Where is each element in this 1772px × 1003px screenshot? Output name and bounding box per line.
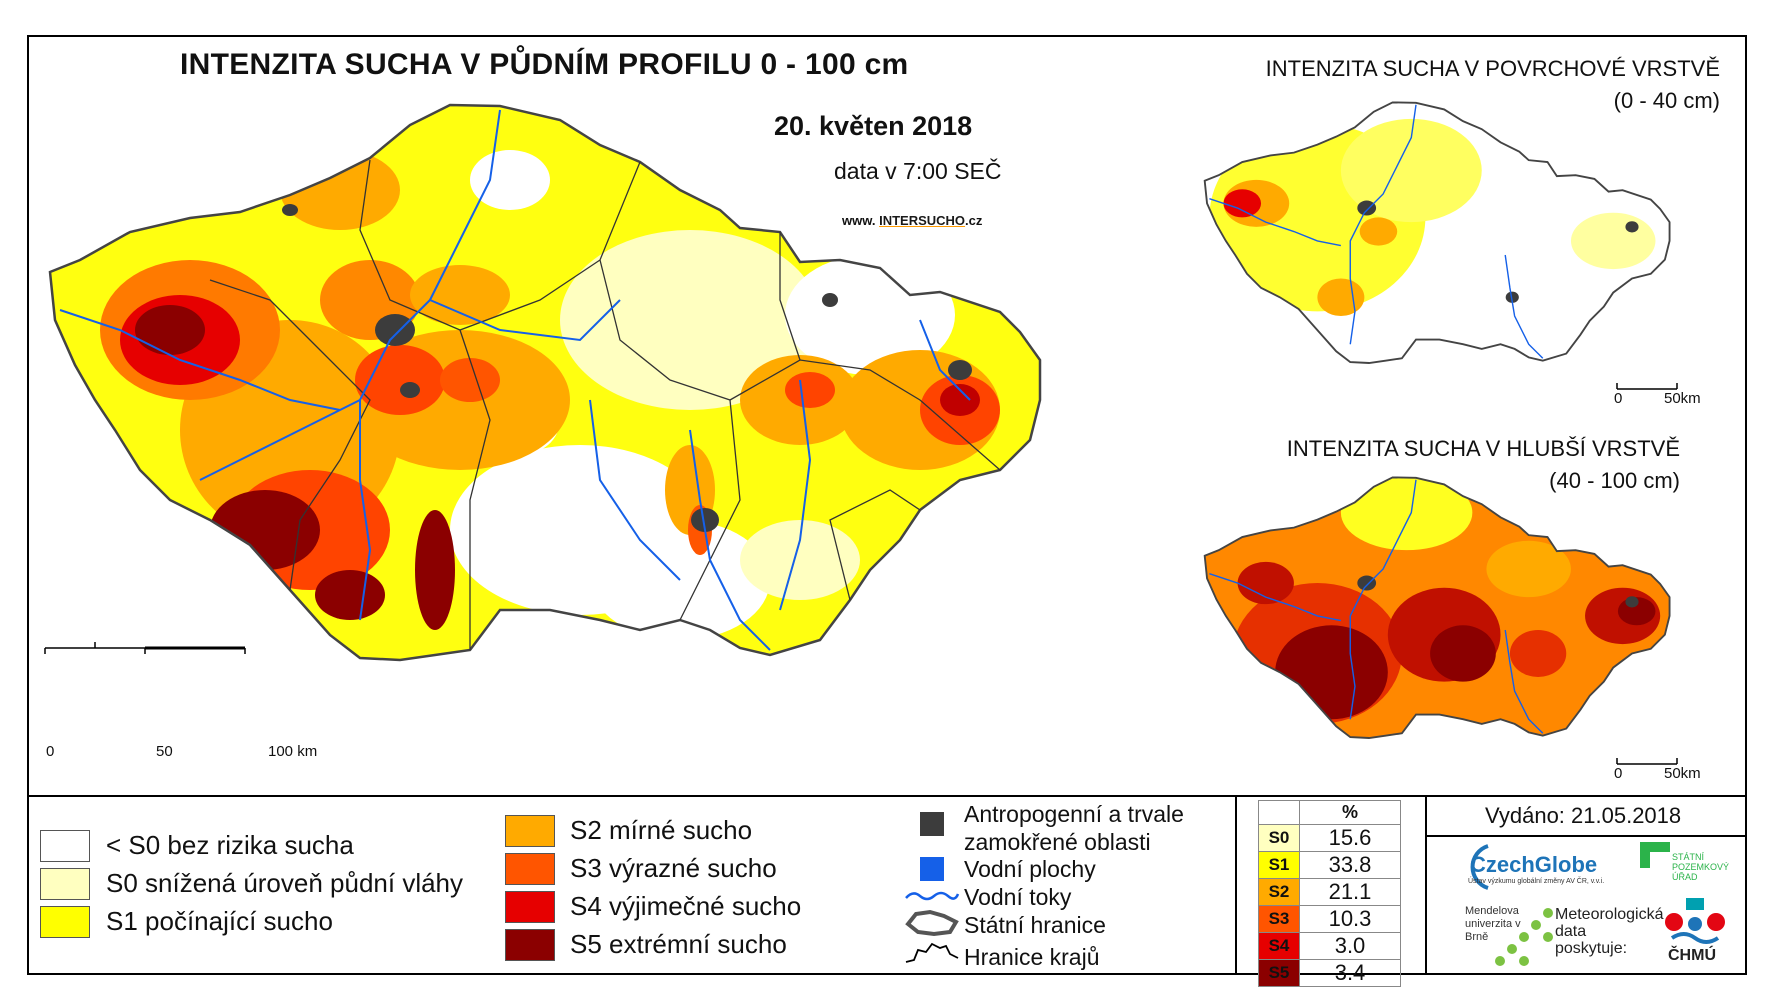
legend-divider xyxy=(27,795,1747,797)
spu-logo-text: STÁTNÍ POZEMKOVÝ ÚŘAD xyxy=(1672,852,1730,882)
chmu-logo-text: ČHMÚ xyxy=(1668,947,1716,964)
legend-label-s4: S4 výjimečné sucho xyxy=(570,891,802,921)
main-scale-label-100: 100 km xyxy=(268,743,318,760)
stats-class-s1: S1 xyxy=(1258,851,1300,879)
legend-label-below-s0: < S0 bez rizika sucha xyxy=(106,830,354,860)
stats-class-s2: S2 xyxy=(1258,878,1300,906)
legend-label-rivers: Vodní toky xyxy=(964,884,1072,910)
stats-class-s3: S3 xyxy=(1258,905,1300,933)
stats-header-empty xyxy=(1258,800,1300,825)
main-scale-label-0: 0 xyxy=(46,743,55,760)
inset-deep-scale-bar xyxy=(1616,758,1678,765)
state-border-icon xyxy=(905,909,959,937)
legend-label-s3: S3 výrazné sucho xyxy=(570,853,777,883)
inset-deep-scale-0: 0 xyxy=(1614,765,1623,782)
region-border-icon xyxy=(905,942,959,963)
czechglobe-logo-subtitle: Ústav výzkumu globální změny AV ČR, v.v.… xyxy=(1468,878,1605,885)
legend-swatch-below-s0 xyxy=(40,830,90,862)
main-scale-label-50: 50 xyxy=(156,743,173,760)
chmu-logo-icon xyxy=(1665,898,1725,944)
stats-value-s3: 10.3 xyxy=(1299,905,1401,933)
stats-header-row: % xyxy=(1258,800,1401,825)
url-brand: INTERSUCHO xyxy=(879,213,966,228)
stats-row-s0: S0 15.6 xyxy=(1258,824,1401,852)
inset-surface-map xyxy=(1203,101,1671,364)
legend-swatch-s0 xyxy=(40,868,90,900)
legend-swatch-s5 xyxy=(505,929,555,961)
inset-surface-scale-bar xyxy=(1616,383,1678,390)
stats-row-s3: S3 10.3 xyxy=(1258,905,1401,933)
river-line-icon xyxy=(905,891,960,901)
legend-label-water-bodies: Vodní plochy xyxy=(964,856,1096,882)
square-dark-icon xyxy=(920,812,944,836)
stats-class-s4: S4 xyxy=(1258,932,1300,960)
square-blue-icon xyxy=(920,857,944,881)
legend-label-s5: S5 extrémní sucho xyxy=(570,929,787,959)
legend-label-s2: S2 mírné sucho xyxy=(570,815,753,845)
main-map-title: INTENZITA SUCHA V PŮDNÍM PROFILU 0 - 100… xyxy=(180,48,909,81)
stats-value-s5: 3.4 xyxy=(1299,959,1401,987)
legend-label-s0: S0 snížená úroveň půdní vláhy xyxy=(106,868,464,898)
stats-class-s5: S5 xyxy=(1258,959,1300,987)
drought-stats-table: % S0 15.6 S1 33.8 S2 21.1 S3 10.3 S4 3.0… xyxy=(1258,800,1401,987)
legend-swatch-s4 xyxy=(505,891,555,923)
main-map-date: 20. květen 2018 xyxy=(774,111,973,141)
stats-value-s4: 3.0 xyxy=(1299,932,1401,960)
spu-logo-icon xyxy=(1640,842,1670,868)
stats-row-s4: S4 3.0 xyxy=(1258,932,1401,960)
legend-label-state-border: Státní hranice xyxy=(964,912,1106,938)
legend-swatch-s1 xyxy=(40,906,90,938)
legend-label-s1: S1 počínající sucho xyxy=(106,906,333,936)
main-scale-bar xyxy=(44,642,246,654)
met-data-provider-text: Meteorologická data poskytuje: xyxy=(1555,906,1664,957)
main-drought-map xyxy=(44,103,1042,662)
stats-header-percent: % xyxy=(1299,800,1401,825)
issued-date: Vydáno: 21.05.2018 xyxy=(1485,803,1682,828)
stats-row-s1: S1 33.8 xyxy=(1258,851,1401,879)
stats-class-s0: S0 xyxy=(1258,824,1300,852)
intersucho-url: www. INTERSUCHO.cz xyxy=(842,213,982,228)
inset-deep-subtitle: (40 - 100 cm) xyxy=(1549,468,1680,493)
stats-value-s2: 21.1 xyxy=(1299,878,1401,906)
legend-swatch-s2 xyxy=(505,815,555,847)
inset-deep-scale-50: 50km xyxy=(1664,765,1701,782)
mendel-logo-text: Mendelova univerzita v Brně xyxy=(1465,905,1521,943)
inset-surface-subtitle: (0 - 40 cm) xyxy=(1613,88,1720,113)
url-suffix: .cz xyxy=(965,213,983,228)
url-prefix: www. xyxy=(842,213,876,228)
legend-vline-2 xyxy=(1425,796,1427,974)
inset-surface-scale-50: 50km xyxy=(1664,390,1701,407)
legend-swatch-s3 xyxy=(505,853,555,885)
inset-surface-scale-0: 0 xyxy=(1614,390,1623,407)
main-map-data-time: data v 7:00 SEČ xyxy=(834,158,1002,184)
inset-deep-map xyxy=(1203,476,1671,739)
inset-surface-title: INTENZITA SUCHA V POVRCHOVÉ VRSTVĚ xyxy=(1265,56,1720,81)
stats-row-s2: S2 21.1 xyxy=(1258,878,1401,906)
legend-vline-1 xyxy=(1235,796,1237,974)
czechglobe-logo-arc-icon xyxy=(1470,844,1489,890)
legend-label-region-border: Hranice krajů xyxy=(964,944,1100,970)
stats-row-s5: S5 3.4 xyxy=(1258,959,1401,987)
stats-value-s1: 33.8 xyxy=(1299,851,1401,879)
stats-value-s0: 15.6 xyxy=(1299,824,1401,852)
inset-deep-title: INTENZITA SUCHA V HLUBŠÍ VRSTVĚ xyxy=(1286,436,1680,461)
czechglobe-logo: CzechGlobe xyxy=(1470,852,1598,877)
legend-hline-issued xyxy=(1427,835,1746,837)
mendel-logo-dots-icon xyxy=(1495,908,1553,966)
legend-label-anthropogenic: Antropogenní a trvale zamokřené oblasti xyxy=(964,801,1184,855)
